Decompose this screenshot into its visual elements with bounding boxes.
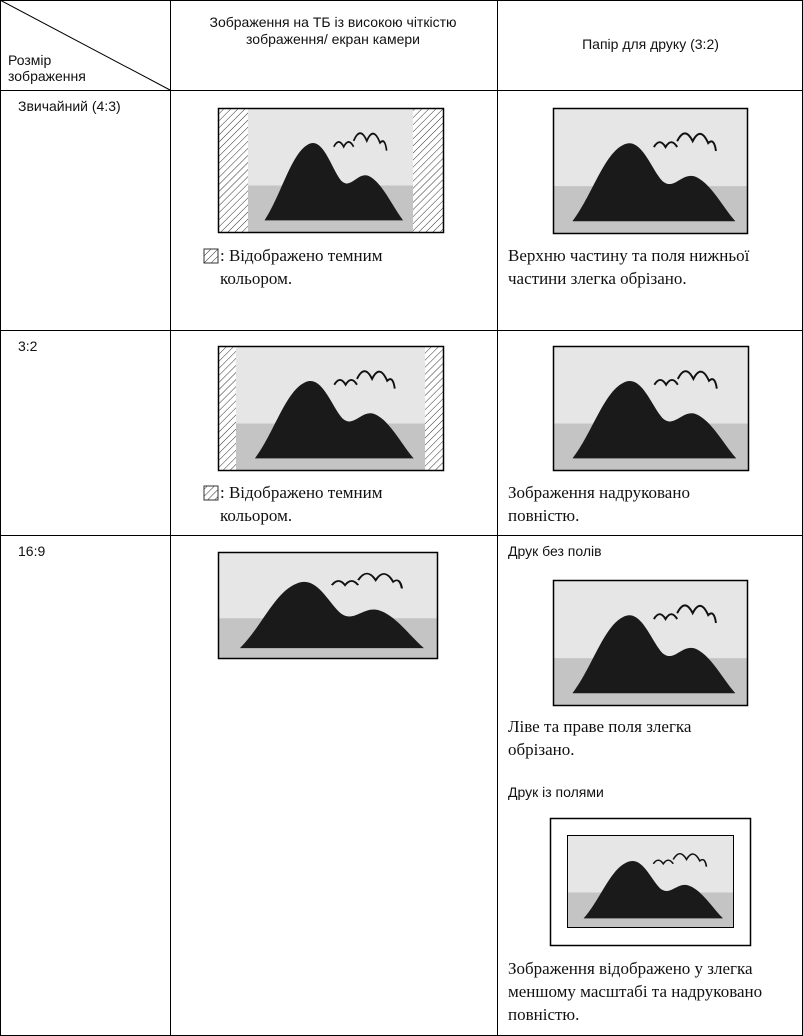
- column-header: Папір для друку (3:2): [582, 36, 719, 52]
- corner-top: Розмір: [8, 52, 52, 68]
- size-label: 3:2: [18, 338, 38, 354]
- size-label: 16:9: [18, 543, 46, 559]
- column-header: Зображення на ТБ із високою чіткістю зоб…: [209, 14, 457, 47]
- caption: Зображення надруковано повністю.: [508, 483, 690, 525]
- subheading: Друк без полів: [508, 543, 602, 559]
- subheading: Друк із полями: [508, 784, 604, 800]
- caption: Ліве та праве поля злегка обрізано.: [508, 717, 692, 759]
- caption: : Відображено темним кольором.: [220, 483, 383, 525]
- caption: : Відображено темним кольором.: [220, 246, 383, 288]
- size-label: Звичайний (4:3): [18, 98, 121, 114]
- caption: Верхню частину та поля нижньої частини з…: [508, 246, 750, 288]
- caption: Зображення відображено у злегка меншому …: [508, 959, 763, 1024]
- corner-bottom: зображення: [8, 68, 86, 84]
